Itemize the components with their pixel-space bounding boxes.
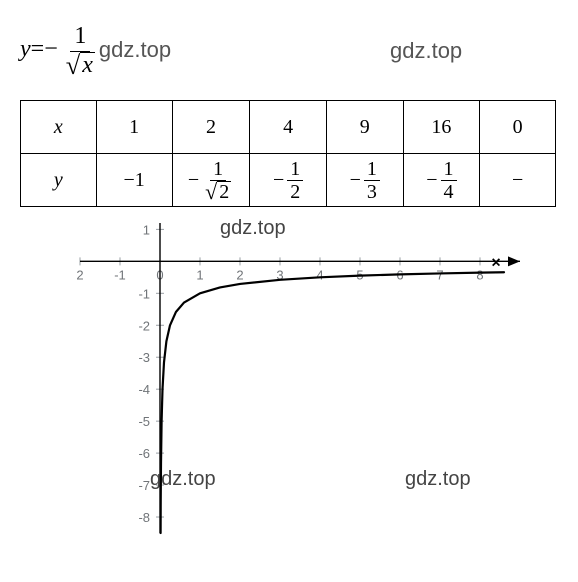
y-cell: − 1 2 <box>250 154 327 207</box>
watermark-chart-bl: gdz.top <box>150 468 216 491</box>
svg-text:2: 2 <box>76 267 83 282</box>
svg-text:8: 8 <box>476 267 483 282</box>
svg-text:2: 2 <box>236 267 243 282</box>
value-table: x 1 2 4 9 16 0 y −1 − 1 √ 2 <box>20 100 556 207</box>
equation: y = − 1 √ x gdz.top <box>20 22 171 78</box>
svg-text:×: × <box>491 254 500 271</box>
x-cell: 9 <box>326 101 403 154</box>
x-cell: 0 <box>480 101 556 154</box>
y-cell: − 1 √ 2 <box>172 154 249 207</box>
svg-text:1: 1 <box>143 222 150 237</box>
chart-svg: 2-10123456781-1-2-3-4-5-6-7-8× <box>20 213 540 543</box>
chart-container: 2-10123456781-1-2-3-4-5-6-7-8× gdz.top g… <box>20 213 540 543</box>
svg-text:-4: -4 <box>138 382 150 397</box>
x-cell: 16 <box>403 101 480 154</box>
y-cell: − 1 3 <box>326 154 403 207</box>
eq-fraction: 1 √ x <box>62 22 99 78</box>
svg-text:-1: -1 <box>138 286 150 301</box>
watermark-chart-br: gdz.top <box>405 468 471 491</box>
table-row-y: y −1 − 1 √ 2 − 1 <box>21 154 556 207</box>
svg-text:-5: -5 <box>138 414 150 429</box>
equation-row: y = − 1 √ x gdz.top gdz.top <box>20 20 558 80</box>
watermark-eq-right: gdz.top <box>390 38 462 64</box>
x-cell: 2 <box>172 101 249 154</box>
svg-text:-7: -7 <box>138 478 150 493</box>
y-cell: − 1 4 <box>403 154 480 207</box>
watermark-eq: gdz.top <box>99 37 171 63</box>
header-y: y <box>54 169 63 191</box>
x-cell: 4 <box>250 101 327 154</box>
svg-text:7: 7 <box>436 267 443 282</box>
table-row-x: x 1 2 4 9 16 0 <box>21 101 556 154</box>
svg-text:-1: -1 <box>114 267 126 282</box>
eq-denom-var: x <box>80 52 95 77</box>
y-cell: − <box>480 154 556 207</box>
neg-sign: − <box>188 169 199 192</box>
svg-text:4: 4 <box>316 267 323 282</box>
eq-denominator: √ x <box>62 52 99 78</box>
eq-numerator: 1 <box>70 22 90 52</box>
svg-text:1: 1 <box>196 267 203 282</box>
eq-y: y <box>20 36 31 63</box>
svg-text:-2: -2 <box>138 318 150 333</box>
svg-text:-3: -3 <box>138 350 150 365</box>
y-cell: −1 <box>96 154 172 207</box>
surd-symbol: √ <box>66 52 80 78</box>
watermark-chart-top: gdz.top <box>220 217 286 240</box>
eq-equals: = <box>31 36 45 63</box>
svg-text:-8: -8 <box>138 510 150 525</box>
header-x: x <box>54 116 63 138</box>
eq-minus: − <box>44 36 58 63</box>
svg-text:-6: -6 <box>138 446 150 461</box>
x-cell: 1 <box>96 101 172 154</box>
